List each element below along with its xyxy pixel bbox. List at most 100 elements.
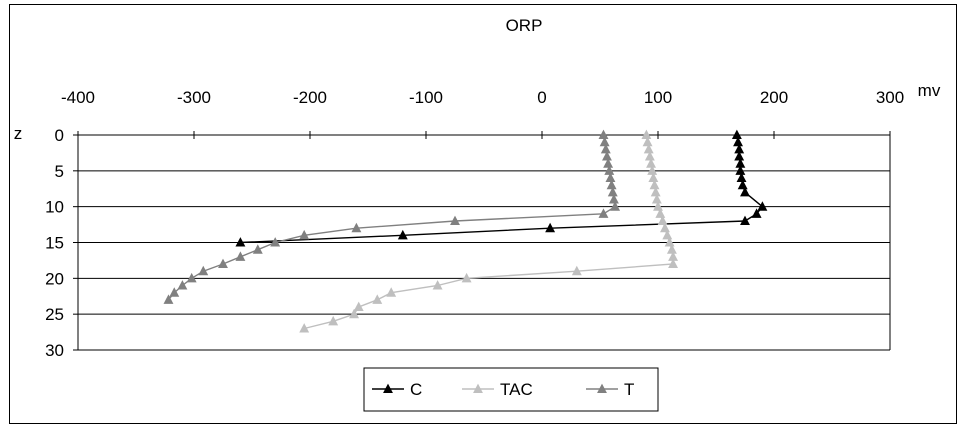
data-point-c [735, 158, 746, 168]
data-point-t [608, 194, 619, 204]
data-point-tac [647, 165, 658, 175]
data-point-tac [648, 172, 659, 183]
x-tick-label: -400 [61, 88, 95, 107]
data-point-c [733, 136, 743, 147]
data-point-c [736, 172, 747, 183]
data-point-c [751, 208, 762, 218]
data-point-t [598, 129, 609, 140]
data-point-c [734, 143, 745, 154]
data-point-c [757, 201, 768, 211]
data-point-c [740, 215, 750, 226]
data-point-tac [641, 129, 652, 140]
y-tick-label: 10 [45, 198, 64, 217]
data-point-tac [571, 265, 582, 276]
data-point-t [603, 158, 614, 168]
x-tick-label: 100 [644, 88, 672, 107]
data-point-tac [664, 237, 675, 247]
data-point-tac [657, 215, 668, 226]
x-tick-label: 200 [760, 88, 788, 107]
data-point-t [169, 287, 180, 297]
data-point-tac [666, 244, 677, 254]
data-point-tac [353, 301, 364, 312]
data-point-tac [651, 194, 662, 204]
data-point-t [607, 186, 618, 197]
data-point-t [218, 258, 228, 269]
data-point-t [599, 136, 610, 147]
chart-frame [9, 4, 957, 424]
data-point-t [351, 222, 362, 233]
data-point-tac [372, 294, 383, 304]
data-point-t [604, 165, 615, 175]
series-c [235, 129, 768, 247]
data-point-t [598, 208, 609, 218]
series-lines [163, 129, 768, 333]
data-point-tac [646, 158, 656, 168]
data-point-tac [643, 143, 654, 154]
data-point-t [600, 143, 611, 154]
data-point-tac [660, 222, 670, 233]
data-point-t [252, 244, 263, 254]
data-point-tac [349, 308, 360, 319]
y-tick-label: 20 [45, 269, 64, 288]
data-point-tac [668, 258, 679, 269]
data-point-tac [653, 201, 663, 211]
legend-entry-tac: TAC [462, 380, 533, 399]
data-point-c [734, 151, 745, 161]
data-point-tac [642, 136, 653, 147]
series-line-t [167, 134, 616, 301]
grid-lines [78, 170, 890, 351]
x-tick-label: -300 [177, 88, 211, 107]
data-point-t [450, 215, 460, 226]
data-point-t [610, 201, 621, 211]
data-point-tac [328, 315, 339, 326]
x-tick-label: -100 [409, 88, 443, 107]
legend-label-c: C [410, 380, 422, 399]
data-point-tac [650, 186, 661, 197]
y-tick-label: 0 [55, 126, 64, 145]
data-point-tac [644, 151, 655, 161]
data-point-c [545, 222, 556, 233]
data-point-tac [299, 323, 310, 333]
series-t [163, 129, 621, 304]
axes: -400 -300 -200 -100 0 100 200 300 0 5 10 15 20 25 30 [45, 88, 904, 360]
legend-label-t: T [624, 380, 634, 399]
data-point-tac [668, 251, 679, 261]
data-point-t [235, 251, 246, 261]
data-point-tac [461, 272, 472, 283]
legend: C TAC T [363, 367, 659, 412]
series-tac [299, 129, 679, 333]
x-axis-label: mv [918, 81, 941, 100]
data-point-tac [386, 287, 397, 297]
x-tick-label: 0 [537, 88, 546, 107]
data-point-c [397, 229, 408, 240]
y-axis-label: z [14, 124, 23, 143]
data-point-t [270, 237, 281, 247]
y-tick-label: 15 [45, 234, 64, 253]
chart-title: ORP [506, 16, 543, 35]
data-point-tac [655, 208, 666, 218]
data-point-tac [432, 280, 443, 290]
data-point-c [735, 165, 746, 175]
data-point-t [606, 179, 617, 190]
data-point-t [602, 151, 612, 161]
data-point-t [177, 280, 188, 290]
legend-entry-c: C [372, 380, 422, 399]
y-tick-label: 25 [45, 305, 64, 324]
y-tick-label: 30 [45, 341, 64, 360]
data-point-c [731, 129, 742, 140]
y-tick-label: 5 [55, 162, 64, 181]
data-point-t [186, 272, 197, 283]
data-point-t [163, 294, 174, 304]
data-point-c [740, 186, 750, 197]
data-point-tac [662, 229, 673, 240]
data-point-c [235, 237, 246, 247]
data-point-t [299, 229, 310, 240]
legend-marker-tac [473, 383, 483, 394]
legend-marker-t [597, 383, 607, 394]
data-point-t [605, 172, 616, 183]
x-tick-label: -200 [293, 88, 327, 107]
legend-label-tac: TAC [500, 380, 533, 399]
x-tick-label: 300 [876, 88, 904, 107]
data-point-c [737, 179, 748, 190]
data-point-t [198, 265, 209, 276]
